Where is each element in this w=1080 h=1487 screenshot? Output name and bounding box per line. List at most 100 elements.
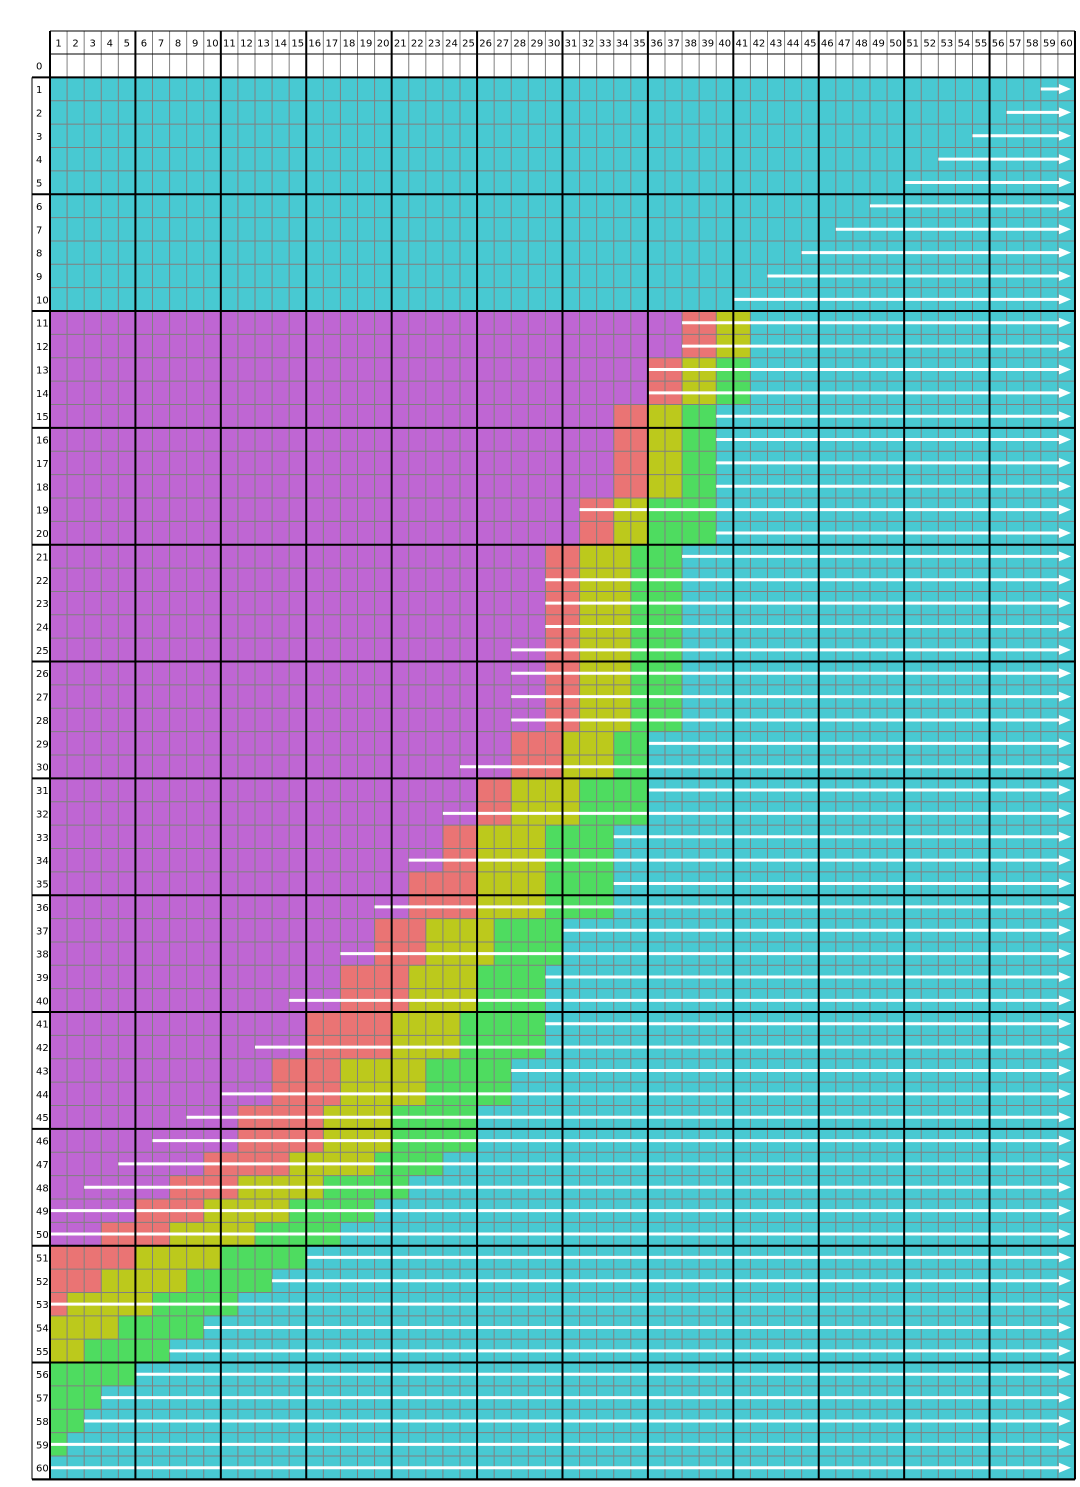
cell-run-green (425, 1058, 512, 1083)
arrow-head (1058, 831, 1071, 842)
column-label: 41 (735, 39, 748, 50)
column-label: 25 (462, 39, 475, 50)
row-label: 5 (36, 179, 42, 190)
cell-run-purple (50, 497, 580, 522)
row-label: 59 (36, 1440, 49, 1451)
row-label: 55 (36, 1347, 49, 1358)
cell-run-purple (50, 1082, 273, 1106)
column-label: 45 (804, 39, 817, 50)
arrow-head (1058, 621, 1071, 632)
row-label: 13 (36, 365, 49, 376)
cell-run-olive (562, 731, 615, 756)
arrow-head (1058, 294, 1071, 305)
column-label: 38 (684, 39, 697, 50)
cell-run-purple (50, 661, 546, 686)
column-label: 34 (616, 39, 629, 50)
row-label: 39 (36, 973, 49, 984)
column-label: 27 (496, 39, 509, 50)
arrow-head (1058, 901, 1071, 912)
cell-run-red (306, 1012, 393, 1036)
cell-run-purple (50, 965, 341, 990)
row-label: 47 (36, 1160, 49, 1171)
row-label: 37 (36, 926, 49, 937)
row-label: 1 (36, 85, 42, 96)
arrow-head (1058, 1112, 1071, 1123)
arrow-head (1058, 948, 1071, 959)
arrow-head (1058, 177, 1071, 188)
column-label: 51 (906, 39, 919, 50)
cell-run-purple (50, 918, 375, 943)
row-label: 45 (36, 1113, 49, 1124)
row-label: 23 (36, 599, 49, 610)
arrow-head (1058, 411, 1071, 422)
column-label: 32 (582, 39, 595, 50)
arrow-head (1058, 317, 1071, 328)
arrow-head (1058, 154, 1071, 165)
arrow-head (1058, 1065, 1071, 1076)
row-label: 16 (36, 436, 49, 447)
arrow-head (1058, 995, 1071, 1006)
cell-run-red (50, 1245, 136, 1270)
arrow-head (1058, 925, 1071, 936)
row-label: 19 (36, 506, 49, 517)
arrow-head (1058, 551, 1071, 562)
arrow-head (1058, 457, 1071, 468)
cell-run-purple (50, 544, 546, 569)
column-label: 35 (633, 39, 646, 50)
row-label: 27 (36, 693, 49, 704)
row-label: 9 (36, 272, 42, 283)
row-label: 28 (36, 716, 49, 727)
column-label: 54 (958, 39, 971, 50)
arrow-head (1058, 1252, 1071, 1263)
cell-run-purple (50, 1035, 307, 1060)
column-label: 48 (855, 39, 868, 50)
row-label: 30 (36, 763, 49, 774)
column-label: 44 (787, 39, 800, 50)
cell-run-purple (50, 334, 683, 359)
row-label: 12 (36, 342, 49, 353)
arrow-head (1058, 785, 1071, 796)
column-label: 52 (923, 39, 936, 50)
arrow-head (1058, 1158, 1071, 1169)
cell-run-green (50, 1385, 102, 1410)
column-label: 31 (565, 39, 578, 50)
column-label: 39 (701, 39, 714, 50)
arrow-head (1058, 691, 1071, 702)
column-label: 29 (531, 39, 544, 50)
cell-run-purple (50, 427, 615, 452)
column-label: 5 (124, 39, 130, 50)
row-label: 35 (36, 880, 49, 891)
arrow-head (1058, 1042, 1071, 1053)
arrow-head (1058, 1439, 1071, 1450)
column-label: 42 (753, 39, 766, 50)
row-label: 2 (36, 108, 42, 119)
cell-run-purple (50, 1128, 239, 1153)
arrow-head (1058, 364, 1071, 375)
row-label: 53 (36, 1300, 49, 1311)
cell-run-red (511, 731, 563, 756)
row-label: 11 (36, 319, 49, 330)
cell-run-purple (50, 988, 341, 1013)
cell-run-olive (340, 1058, 427, 1083)
column-label: 56 (992, 39, 1005, 50)
arrow-head (1058, 1415, 1071, 1426)
column-label: 53 (940, 39, 953, 50)
arrow-head (1058, 130, 1071, 141)
arrow-head (1058, 434, 1071, 445)
cell-run-purple (50, 591, 546, 616)
arrow-head (1058, 1018, 1071, 1029)
cell-run-purple (50, 357, 649, 382)
arrow-head (1058, 972, 1071, 982)
cell-run-olive (101, 1269, 188, 1293)
cell-run-purple (50, 684, 546, 709)
cell-run-purple (50, 755, 512, 779)
cell-run-purple (50, 451, 615, 476)
cell-run-purple (50, 708, 546, 733)
row-label: 24 (36, 622, 49, 633)
row-label: 48 (36, 1183, 49, 1194)
row-label: 8 (36, 249, 42, 260)
arrow-head (1058, 270, 1071, 281)
row-label: 56 (36, 1370, 49, 1381)
cell-run-purple (50, 614, 546, 639)
arrow-head (1058, 714, 1071, 725)
